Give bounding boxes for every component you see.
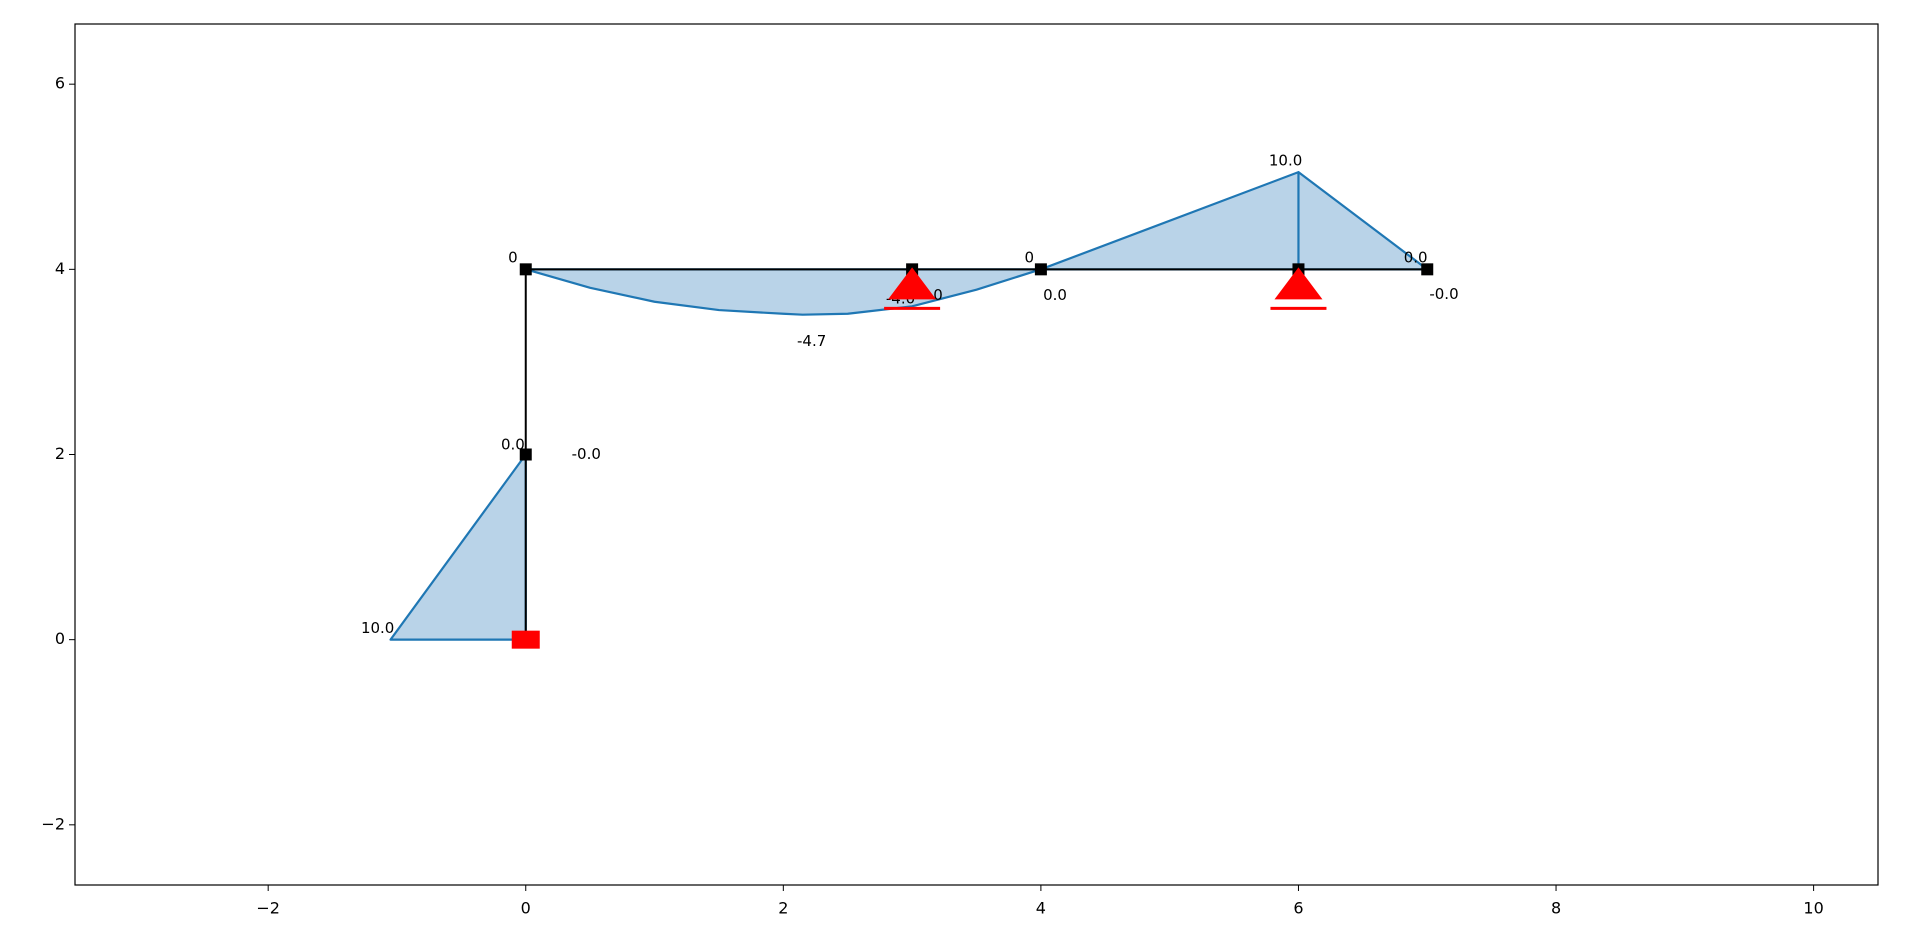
annotation: 10.0	[1269, 152, 1302, 170]
x-tick-label: 10	[1803, 899, 1823, 918]
y-tick-label: 2	[55, 444, 65, 463]
x-tick-label: 8	[1551, 899, 1561, 918]
x-tick-label: 4	[1036, 899, 1046, 918]
x-tick-label: 6	[1293, 899, 1303, 918]
node	[1034, 263, 1047, 276]
support-fixed	[511, 630, 540, 649]
y-tick-label: 0	[55, 629, 65, 648]
annotation: 0.0	[1404, 249, 1428, 267]
y-tick-label: 6	[55, 74, 65, 93]
x-tick-label: 0	[521, 899, 531, 918]
y-tick-label: 4	[55, 259, 65, 278]
support-hinged	[888, 267, 937, 300]
annotation: -0.0	[1429, 285, 1458, 303]
annotation: 0	[508, 249, 518, 267]
node	[1421, 263, 1434, 276]
annotation: 0	[1025, 249, 1035, 267]
node	[519, 448, 532, 461]
plot-frame	[74, 23, 1879, 886]
annotation: -4.7	[797, 332, 826, 350]
annotation: -0.0	[572, 445, 601, 463]
support-hinged	[1274, 267, 1323, 300]
x-tick-label: −2	[256, 899, 280, 918]
annotation: 10.0	[361, 619, 394, 637]
y-tick-label: −2	[41, 814, 65, 833]
x-tick-label: 2	[778, 899, 788, 918]
annotation: 0.0	[1043, 286, 1067, 304]
annotation: 0.0	[501, 436, 525, 454]
node	[519, 263, 532, 276]
